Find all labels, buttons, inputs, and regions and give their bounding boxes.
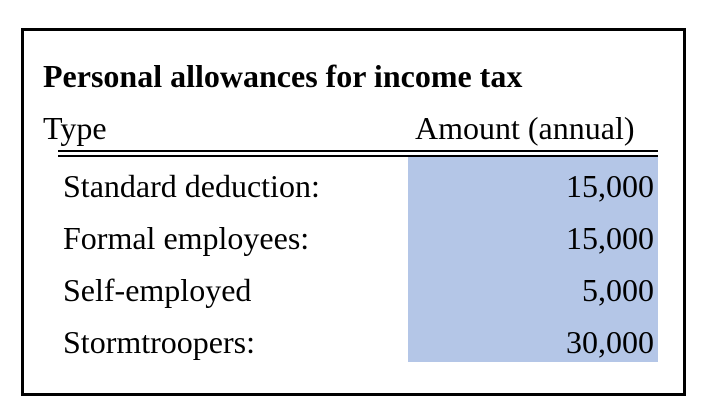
table-row: Formal employees: 15,000 xyxy=(43,212,658,264)
row-label: Self-employed xyxy=(63,272,252,308)
header-double-rule-bottom xyxy=(58,155,658,157)
row-amount: 30,000 xyxy=(566,324,654,360)
row-amount: 15,000 xyxy=(566,168,654,204)
row-label: Formal employees: xyxy=(63,220,310,256)
row-amount: 5,000 xyxy=(582,272,654,308)
row-label: Standard deduction: xyxy=(63,168,320,204)
table-row: Standard deduction: 15,000 xyxy=(43,160,658,212)
table-row: Self-employed 5,000 xyxy=(43,264,658,316)
table-title: Personal allowances for income tax xyxy=(43,58,523,94)
header-double-rule-top xyxy=(58,150,658,152)
amount-column-fill xyxy=(408,157,658,362)
row-label: Stormtroopers: xyxy=(63,324,255,360)
table-body: Standard deduction: 15,000 Formal employ… xyxy=(43,160,658,368)
column-header-amount: Amount (annual) xyxy=(415,110,635,146)
column-header-type: Type xyxy=(43,110,107,146)
table-row: Stormtroopers: 30,000 xyxy=(43,316,658,368)
table-header-row: Type Amount (annual) xyxy=(43,108,658,148)
row-amount: 15,000 xyxy=(566,220,654,256)
